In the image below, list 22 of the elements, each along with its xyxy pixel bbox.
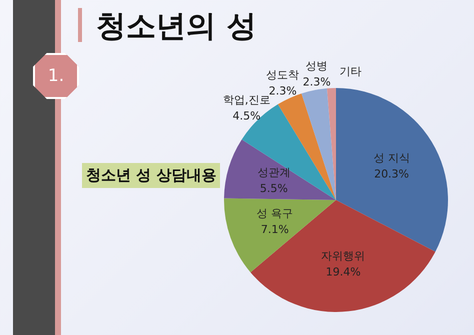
slice-label: 성병 <box>306 59 328 72</box>
data-label: 2.3% <box>268 84 297 98</box>
pie-slice <box>326 88 336 200</box>
data-label: 7.1% <box>260 222 289 236</box>
data-label: 2.3% <box>302 75 331 88</box>
slice-label: 자위행위 <box>321 250 366 263</box>
pie-slice <box>250 200 436 312</box>
slice-label: 성도착 <box>266 68 300 82</box>
data-label: 19.4% <box>326 266 361 279</box>
data-label: 20.3% <box>374 167 410 180</box>
slice-label: 기타 <box>340 65 362 78</box>
data-label: 4.5% <box>232 109 261 122</box>
slice-label: 학업,진로 <box>222 93 270 106</box>
pie-slice <box>336 88 448 252</box>
pie-slice <box>302 88 336 200</box>
slice-label: 성 욕구 <box>256 206 294 220</box>
chart-title: 청소년의 성 <box>96 8 256 46</box>
slice-label: 성관계 <box>257 166 290 180</box>
text: 청소년 성 상담내용 <box>82 163 220 188</box>
pie-slice <box>224 139 336 200</box>
data-label: 5.5% <box>260 182 288 196</box>
slice-label: 성 지식 <box>373 151 410 164</box>
